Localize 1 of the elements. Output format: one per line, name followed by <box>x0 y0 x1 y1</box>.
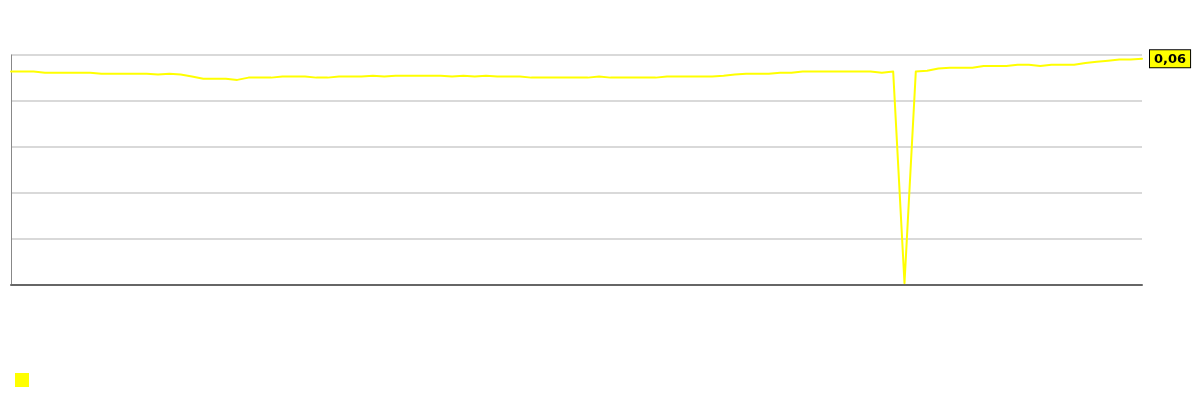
data-label: 0,06 <box>1154 51 1187 67</box>
